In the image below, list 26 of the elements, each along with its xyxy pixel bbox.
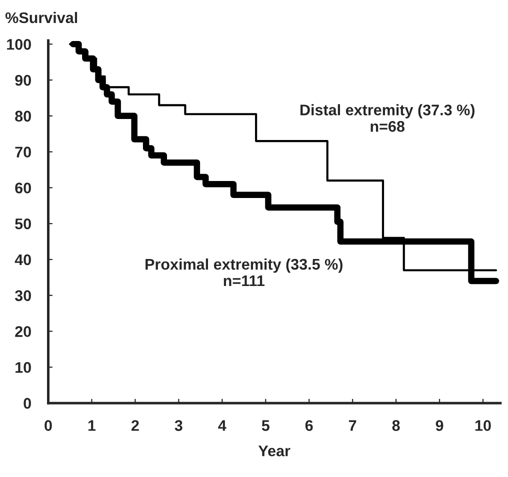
x-tick-label: 1: [88, 420, 96, 431]
y-axis-title: %Survival: [5, 12, 78, 24]
x-tick-label: 5: [262, 420, 270, 431]
x-tick-label: 4: [218, 420, 226, 431]
x-tick-label: 7: [348, 420, 356, 431]
series-label: Distal extremity (37.3 %) n=68: [300, 104, 474, 132]
x-tick-label: 8: [392, 420, 400, 431]
y-tick-label: 90: [15, 74, 31, 86]
y-tick-label: 40: [14, 254, 31, 266]
y-tick-label: 30: [14, 290, 31, 302]
x-tick-label: 6: [305, 420, 313, 431]
series-label: Proximal extremity (33.5 %) n=111: [146, 258, 342, 286]
x-tick-label: 10: [475, 420, 491, 431]
y-tick-label: 100: [7, 39, 31, 50]
x-tick-label: 9: [436, 420, 444, 431]
x-tick-label: 3: [174, 420, 182, 431]
y-tick-label: 70: [15, 146, 31, 158]
x-tick-label: 0: [44, 420, 52, 431]
x-tick-label: 2: [131, 420, 139, 431]
y-tick-label: 50: [15, 218, 31, 230]
y-tick-label: 0: [24, 398, 31, 409]
y-tick-label: 60: [15, 182, 31, 194]
y-tick-label: 20: [15, 326, 31, 337]
x-axis-title: Year: [258, 446, 290, 456]
y-tick-label: 10: [16, 362, 31, 373]
y-tick-label: 80: [15, 110, 31, 122]
